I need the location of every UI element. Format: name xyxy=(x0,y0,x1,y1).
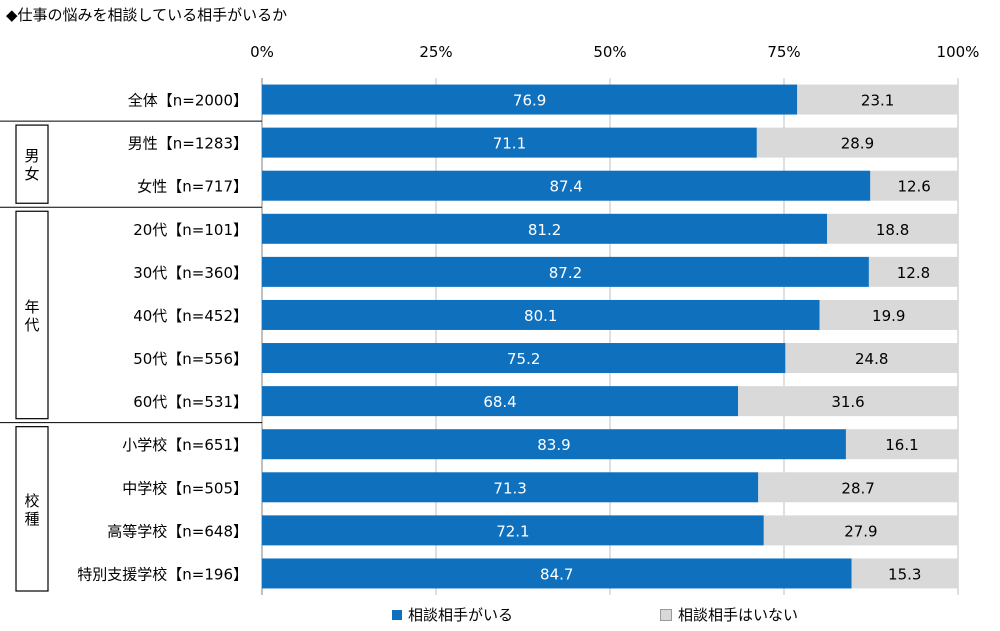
data-label: 76.9 xyxy=(513,92,546,110)
bar-no-consultant xyxy=(845,429,958,460)
bar-has-consultant xyxy=(262,515,764,546)
data-label: 83.9 xyxy=(537,436,570,454)
bar-has-consultant xyxy=(262,299,820,330)
bar-no-consultant xyxy=(797,84,958,115)
data-label: 68.4 xyxy=(483,393,516,411)
data-label: 31.6 xyxy=(831,393,864,411)
legend-item-no-consultant: 相談相手はいない xyxy=(660,604,798,625)
category-label: 20代【n=101】 xyxy=(133,221,248,239)
bar-has-consultant xyxy=(262,256,869,287)
category-label: 特別支援学校【n=196】 xyxy=(77,565,248,583)
bar-no-consultant xyxy=(763,515,958,546)
bar-no-consultant xyxy=(819,299,958,330)
data-label: 71.1 xyxy=(493,135,526,153)
category-label: 40代【n=452】 xyxy=(133,307,248,325)
legend-label-has-consultant: 相談相手がいる xyxy=(408,606,514,624)
group-label: 女 xyxy=(24,165,39,183)
data-label: 71.3 xyxy=(493,479,526,497)
data-label: 72.1 xyxy=(496,522,529,540)
data-label: 19.9 xyxy=(872,307,905,325)
category-label: 高等学校【n=648】 xyxy=(107,522,248,540)
category-label: 60代【n=531】 xyxy=(133,393,248,411)
legend-swatch-has-consultant xyxy=(392,609,402,620)
category-label: 全体【n=2000】 xyxy=(128,92,248,110)
legend: 相談相手がいる 相談相手はいない xyxy=(0,604,1000,624)
data-label: 75.2 xyxy=(507,350,540,368)
legend-swatch-no-consultant xyxy=(660,608,672,621)
bar-no-consultant xyxy=(785,343,958,374)
bar-no-consultant xyxy=(851,558,958,589)
data-label: 28.7 xyxy=(841,479,874,497)
group-box xyxy=(15,426,49,592)
bar-no-consultant xyxy=(756,127,958,158)
bar-has-consultant xyxy=(262,386,739,417)
data-label: 87.4 xyxy=(549,178,582,196)
category-label: 小学校【n=651】 xyxy=(122,436,248,454)
group-label: 年 xyxy=(24,298,39,316)
data-label: 23.1 xyxy=(861,92,894,110)
bar-no-consultant xyxy=(758,472,958,503)
category-label: 30代【n=360】 xyxy=(133,264,248,282)
bar-has-consultant xyxy=(262,213,828,244)
data-label: 15.3 xyxy=(888,565,921,583)
bar-has-consultant xyxy=(262,127,757,158)
bar-has-consultant xyxy=(262,429,846,460)
data-label: 16.1 xyxy=(885,436,918,454)
group-label: 種 xyxy=(24,510,39,528)
data-label: 84.7 xyxy=(540,565,573,583)
bar-has-consultant xyxy=(262,558,852,589)
bar-has-consultant xyxy=(262,343,786,374)
category-label: 男性【n=1283】 xyxy=(128,135,248,153)
stacked-bar-chart: 0% 25% 50% 75% 100% 76.9 23.1 全体【n=2000】 71.1 28.… xyxy=(0,43,980,595)
data-label: 81.2 xyxy=(528,221,561,239)
category-label: 女性【n=717】 xyxy=(137,178,248,196)
data-label: 18.8 xyxy=(876,221,909,239)
x-tick-label: 100% xyxy=(937,43,980,61)
group-label: 男 xyxy=(24,147,39,165)
group-label: 代 xyxy=(24,316,39,334)
group-box xyxy=(15,210,49,420)
data-label: 24.8 xyxy=(855,350,888,368)
group-label: 校 xyxy=(24,492,39,510)
data-label: 80.1 xyxy=(524,307,557,325)
group-box xyxy=(15,124,49,204)
bar-has-consultant xyxy=(262,170,871,201)
category-label: 50代【n=556】 xyxy=(133,350,248,368)
bar-no-consultant xyxy=(868,256,958,287)
data-label: 27.9 xyxy=(844,522,877,540)
x-tick-label: 75% xyxy=(767,43,800,61)
legend-label-no-consultant: 相談相手はいない xyxy=(678,606,799,624)
data-label: 12.6 xyxy=(897,178,930,196)
x-tick-label: 50% xyxy=(593,43,626,61)
data-label: 87.2 xyxy=(549,264,582,282)
legend-item-has-consultant: 相談相手がいる xyxy=(392,604,513,625)
x-tick-label: 25% xyxy=(419,43,452,61)
bar-has-consultant xyxy=(262,84,798,115)
bar-no-consultant xyxy=(870,170,958,201)
data-label: 28.9 xyxy=(841,135,874,153)
bar-has-consultant xyxy=(262,472,759,503)
x-tick-label: 0% xyxy=(250,43,274,61)
bar-no-consultant xyxy=(738,386,958,417)
bar-no-consultant xyxy=(827,213,958,244)
data-label: 12.8 xyxy=(897,264,930,282)
category-label: 中学校【n=505】 xyxy=(122,479,248,497)
chart-title: ◆仕事の悩みを相談している相手がいるか xyxy=(6,6,288,24)
